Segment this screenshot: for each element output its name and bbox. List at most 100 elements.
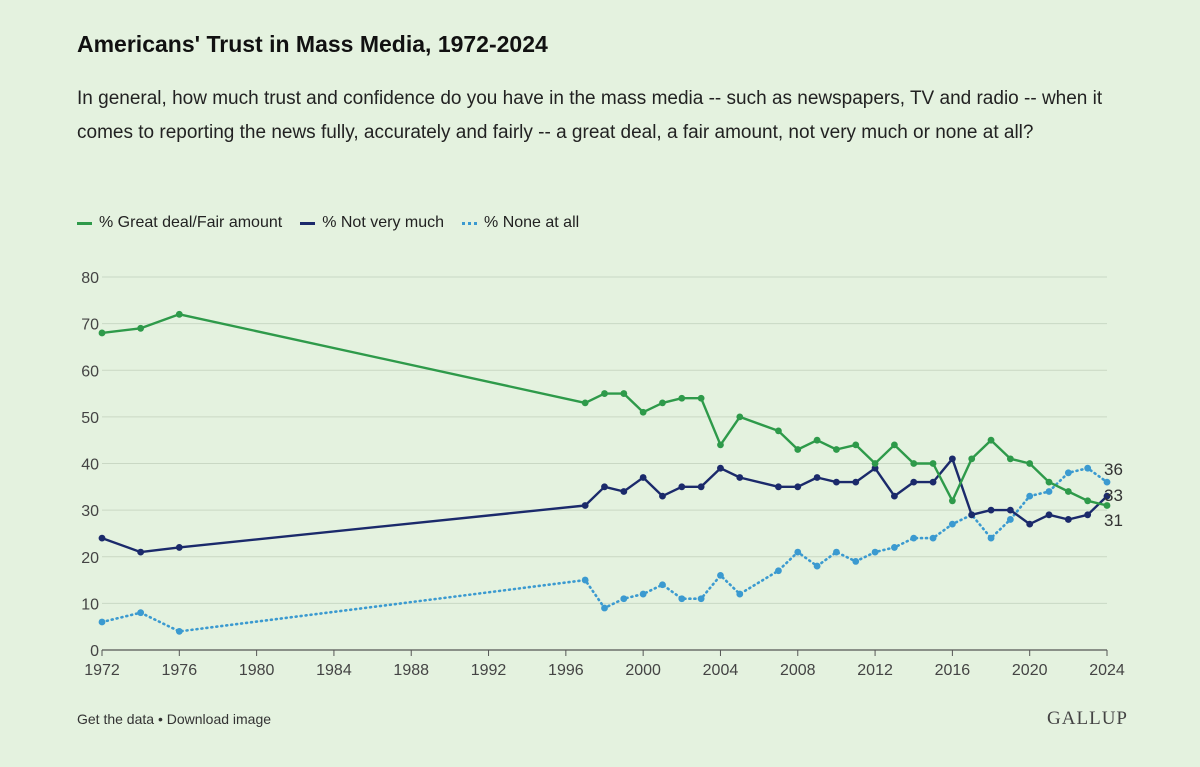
point-none-at-all-1972: [98, 618, 106, 626]
point-great-fair-2022: [1064, 488, 1072, 495]
x-tick-label-2024: 2024: [1089, 662, 1125, 679]
y-tick-label-70: 70: [81, 317, 99, 334]
point-great-fair-1976: [175, 310, 183, 318]
point-not-very-much-2014: [910, 478, 918, 486]
point-not-very-much-2001: [659, 492, 666, 500]
point-not-very-much-2012: [871, 464, 879, 472]
point-great-fair-1997: [581, 399, 589, 407]
point-not-very-much-2009: [813, 474, 821, 481]
point-great-fair-2017: [968, 455, 976, 463]
point-none-at-all-2011: [852, 558, 860, 565]
point-not-very-much-2019: [1006, 506, 1014, 514]
x-tick-label-1996: 1996: [548, 662, 584, 679]
x-tick-label-2020: 2020: [1012, 662, 1048, 679]
legend-swatch-none-at-all: [462, 221, 478, 225]
chart-title: Americans' Trust in Mass Media, 1972-202…: [77, 31, 548, 57]
point-none-at-all-1999: [620, 595, 628, 603]
end-label-33: 33: [1104, 486, 1123, 505]
y-tick-label-20: 20: [81, 550, 99, 567]
point-great-fair-1974: [137, 324, 145, 332]
point-great-fair-2005: [736, 413, 744, 421]
point-none-at-all-2005: [736, 590, 744, 598]
legend: % Great deal/Fair amount % Not very much…: [77, 214, 579, 232]
point-great-fair-2016: [948, 497, 956, 505]
point-none-at-all-2008: [794, 548, 802, 556]
point-not-very-much-2010: [833, 478, 840, 486]
y-tick-label-0: 0: [90, 643, 99, 660]
point-great-fair-1998: [601, 390, 608, 397]
point-great-fair-2002: [678, 394, 686, 402]
point-none-at-all-2015: [929, 534, 937, 542]
point-none-at-all-1998: [601, 604, 608, 612]
point-not-very-much-2000: [639, 474, 647, 481]
point-not-very-much-2024: [1103, 492, 1111, 500]
get-data-link[interactable]: Get the data: [77, 711, 155, 727]
legend-item-none-at-all: % None at all: [462, 214, 579, 232]
point-great-fair-2009: [813, 436, 821, 444]
legend-label-not-very-much: % Not very much: [322, 214, 445, 231]
point-not-very-much-2008: [794, 483, 802, 491]
point-not-very-much-2016: [948, 455, 956, 463]
point-none-at-all-2012: [871, 548, 879, 556]
point-not-very-much-2023: [1084, 511, 1092, 519]
footer-links: Get the data • Download image: [77, 711, 271, 727]
point-none-at-all-2020: [1026, 492, 1034, 500]
point-great-fair-2020: [1026, 460, 1034, 467]
point-great-fair-1999: [620, 390, 628, 397]
point-not-very-much-2007: [775, 483, 782, 491]
point-great-fair-2000: [639, 408, 647, 416]
point-none-at-all-2010: [833, 548, 840, 556]
point-great-fair-2011: [852, 441, 860, 449]
x-tick-label-1988: 1988: [393, 662, 429, 679]
point-not-very-much-2017: [968, 511, 976, 519]
legend-swatch-not-very-much: [300, 221, 316, 225]
point-great-fair-2001: [659, 399, 666, 407]
point-great-fair-2013: [891, 441, 898, 449]
legend-label-great-fair: % Great deal/Fair amount: [99, 214, 283, 231]
point-not-very-much-1976: [175, 544, 183, 551]
point-not-very-much-1998: [601, 483, 608, 491]
point-not-very-much-2002: [678, 483, 686, 491]
point-none-at-all-2023: [1084, 464, 1092, 472]
point-great-fair-2021: [1045, 478, 1053, 486]
point-not-very-much-2013: [891, 492, 898, 500]
x-tick-label-2004: 2004: [703, 662, 739, 679]
point-not-very-much-2015: [929, 478, 937, 486]
point-not-very-much-2011: [852, 478, 860, 486]
point-none-at-all-2001: [659, 581, 666, 589]
point-great-fair-2008: [794, 446, 802, 453]
x-tick-label-2012: 2012: [857, 662, 893, 679]
point-great-fair-2023: [1084, 497, 1092, 505]
point-not-very-much-2004: [717, 464, 724, 472]
series-line-great-fair: [101, 313, 1108, 507]
x-tick-label-1976: 1976: [162, 662, 198, 679]
point-none-at-all-2009: [813, 562, 821, 570]
series-line-not-very-much: [101, 457, 1108, 554]
point-great-fair-2003: [697, 394, 705, 402]
point-not-very-much-1974: [137, 548, 145, 556]
point-not-very-much-2005: [736, 474, 744, 481]
x-tick-label-1972: 1972: [84, 662, 120, 679]
point-none-at-all-1997: [581, 576, 589, 584]
point-none-at-all-2022: [1064, 469, 1072, 477]
point-none-at-all-2007: [775, 567, 782, 575]
end-label-31: 31: [1104, 511, 1123, 530]
point-not-very-much-2020: [1026, 520, 1034, 528]
point-great-fair-2004: [717, 441, 724, 449]
y-tick-label-50: 50: [81, 410, 99, 427]
point-not-very-much-2003: [697, 483, 705, 491]
point-great-fair-2012: [871, 460, 879, 467]
x-tick-label-1984: 1984: [316, 662, 352, 679]
download-image-link[interactable]: Download image: [166, 711, 272, 727]
point-none-at-all-2019: [1006, 516, 1014, 523]
point-none-at-all-2024: [1103, 478, 1111, 486]
point-none-at-all-2013: [891, 544, 898, 551]
x-tick-label-2016: 2016: [935, 662, 971, 679]
legend-item-great-fair: % Great deal/Fair amount: [77, 214, 282, 232]
gallup-logo: GALLUP: [1047, 708, 1128, 729]
point-great-fair-1972: [98, 329, 106, 337]
point-none-at-all-1974: [137, 609, 145, 617]
point-great-fair-2015: [929, 460, 937, 467]
x-tick-label-2008: 2008: [780, 662, 816, 679]
x-tick-label-2000: 2000: [625, 662, 661, 679]
